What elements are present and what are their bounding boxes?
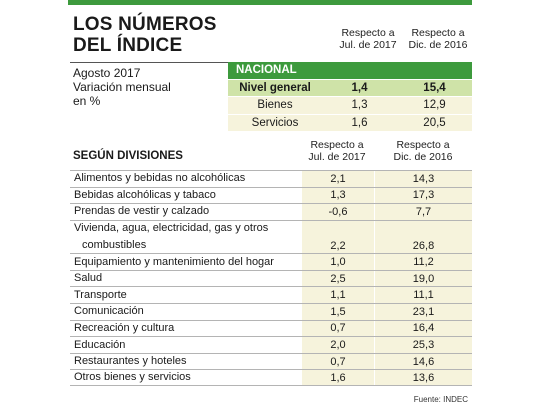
header-col-jul: Respecto a Jul. de 2017 bbox=[333, 27, 403, 51]
national-row-value-jul: 1,3 bbox=[351, 99, 368, 112]
national-row-label: Servicios bbox=[251, 116, 299, 129]
division-name: Alimentos y bebidas no alcohólicas bbox=[74, 172, 246, 185]
top-accent-bar bbox=[68, 0, 472, 5]
division-name-continued: combustibles bbox=[82, 239, 147, 252]
national-row-bienes: Bienes 1,3 12,9 bbox=[228, 97, 472, 114]
division-name: Restaurantes y hoteles bbox=[74, 355, 187, 368]
division-value-jul: -0,6 bbox=[302, 204, 374, 220]
subtitle-line1: Agosto 2017 bbox=[73, 66, 141, 80]
header-col-jul-line1: Respecto a bbox=[341, 27, 395, 39]
division-value-dic: 19,0 bbox=[374, 270, 472, 287]
division-value-jul: 2,5 bbox=[302, 270, 374, 287]
division-value-jul: 2,2 bbox=[302, 220, 374, 254]
division-value-dic: 13,6 bbox=[374, 370, 472, 386]
national-header: NACIONAL bbox=[228, 62, 472, 79]
period-subtitle: Agosto 2017 Variación mensual en % bbox=[73, 66, 171, 108]
division-name: Recreación y cultura bbox=[74, 321, 175, 334]
division-value-dic: 26,8 bbox=[374, 220, 472, 254]
division-value-dic: 14,3 bbox=[374, 171, 472, 187]
division-name: Equipamiento y mantenimiento del hogar bbox=[74, 255, 274, 268]
table-row: Otros bienes y servicios 1,6 13,6 bbox=[70, 369, 472, 387]
division-value-jul: 2,0 bbox=[302, 337, 374, 353]
division-value-jul: 0,7 bbox=[302, 320, 374, 337]
table-row: Prendas de vestir y calzado -0,6 7,7 bbox=[70, 203, 472, 220]
division-value-dic: 16,4 bbox=[374, 320, 472, 337]
division-value-jul: 1,5 bbox=[302, 304, 374, 320]
header-col-jul-line2: Jul. de 2017 bbox=[339, 39, 397, 51]
divisions-col-jul-line2: Jul. de 2017 bbox=[308, 151, 366, 163]
national-separator bbox=[228, 78, 472, 80]
division-value-jul: 1,3 bbox=[302, 187, 374, 204]
national-separator bbox=[228, 96, 472, 97]
divisions-table: Alimentos y bebidas no alcohólicas 2,1 1… bbox=[70, 170, 472, 387]
table-row: Educación 2,0 25,3 bbox=[70, 336, 472, 353]
division-value-jul: 1,0 bbox=[302, 254, 374, 270]
national-row-servicios: Servicios 1,6 20,5 bbox=[228, 114, 472, 131]
division-value-jul: 0,7 bbox=[302, 353, 374, 370]
division-name: Otros bienes y servicios bbox=[74, 371, 191, 384]
division-value-dic: 25,3 bbox=[374, 337, 472, 353]
header-col-dic-line1: Respecto a bbox=[411, 27, 465, 39]
table-row: Equipamiento y mantenimiento del hogar 1… bbox=[70, 253, 472, 270]
national-row-value-dic: 12,9 bbox=[423, 99, 446, 112]
division-value-dic: 11,2 bbox=[374, 254, 472, 270]
division-name: Transporte bbox=[74, 288, 127, 301]
national-row-nivel-general: Nivel general 1,4 15,4 bbox=[228, 79, 472, 96]
national-row-label: Nivel general bbox=[239, 81, 311, 94]
national-label: NACIONAL bbox=[236, 64, 297, 77]
national-separator bbox=[228, 113, 472, 115]
division-value-dic: 17,3 bbox=[374, 187, 472, 204]
national-row-value-jul: 1,6 bbox=[351, 116, 368, 129]
divisions-col-dic-line2: Dic. de 2016 bbox=[393, 151, 453, 163]
header-col-dic-line2: Dic. de 2016 bbox=[408, 39, 468, 51]
divisions-heading: SEGÚN DIVISIONES bbox=[73, 150, 183, 162]
division-value-jul: 1,1 bbox=[302, 287, 374, 304]
division-name: Educación bbox=[74, 338, 126, 351]
table-row: Salud 2,5 19,0 bbox=[70, 269, 472, 287]
table-row: Transporte 1,1 11,1 bbox=[70, 286, 472, 304]
title-line-2: DEL ÍNDICE bbox=[73, 35, 183, 56]
title-line-1: LOS NÚMEROS bbox=[73, 14, 217, 35]
divisions-col-jul-line1: Respecto a bbox=[310, 139, 364, 151]
division-name: Prendas de vestir y calzado bbox=[74, 205, 210, 218]
division-value-dic: 23,1 bbox=[374, 304, 472, 320]
division-value-dic: 11,1 bbox=[374, 287, 472, 304]
division-name: Bebidas alcohólicas y tabaco bbox=[74, 188, 216, 201]
page-title: LOS NÚMEROS DEL ÍNDICE bbox=[73, 14, 217, 56]
national-row-value-jul: 1,4 bbox=[351, 81, 368, 94]
division-name: Salud bbox=[74, 272, 103, 285]
division-name: Comunicación bbox=[74, 305, 144, 318]
table-row: Recreación y cultura 0,7 16,4 bbox=[70, 319, 472, 337]
table-row: Bebidas alcohólicas y tabaco 1,3 17,3 bbox=[70, 186, 472, 204]
division-value-dic: 7,7 bbox=[374, 204, 472, 220]
table-row: Comunicación 1,5 23,1 bbox=[70, 303, 472, 320]
national-table: NACIONAL Nivel general 1,4 15,4 Bienes 1… bbox=[228, 62, 472, 131]
table-row: Restaurantes y hoteles 0,7 14,6 bbox=[70, 352, 472, 370]
division-value-jul: 1,6 bbox=[302, 370, 374, 386]
header-col-dic: Respecto a Dic. de 2016 bbox=[400, 27, 476, 51]
divisions-col-dic-line1: Respecto a bbox=[396, 139, 450, 151]
subtitle-line2: Variación mensual bbox=[73, 80, 171, 94]
subtitle-line3: en % bbox=[73, 94, 101, 108]
table-row: Alimentos y bebidas no alcohólicas 2,1 1… bbox=[70, 170, 472, 187]
source-note: Fuente: INDEC bbox=[413, 395, 468, 404]
national-row-value-dic: 15,4 bbox=[423, 81, 446, 94]
divisions-col-dic: Respecto a Dic. de 2016 bbox=[378, 139, 468, 163]
divisions-col-jul: Respecto a Jul. de 2017 bbox=[297, 139, 377, 163]
national-row-label: Bienes bbox=[257, 99, 293, 112]
table-row: Vivienda, agua, electricidad, gas y otro… bbox=[70, 219, 472, 254]
division-name: Vivienda, agua, electricidad, gas y otro… bbox=[74, 222, 269, 235]
division-value-dic: 14,6 bbox=[374, 353, 472, 370]
division-value-jul: 2,1 bbox=[302, 171, 374, 187]
national-row-value-dic: 20,5 bbox=[423, 116, 446, 129]
